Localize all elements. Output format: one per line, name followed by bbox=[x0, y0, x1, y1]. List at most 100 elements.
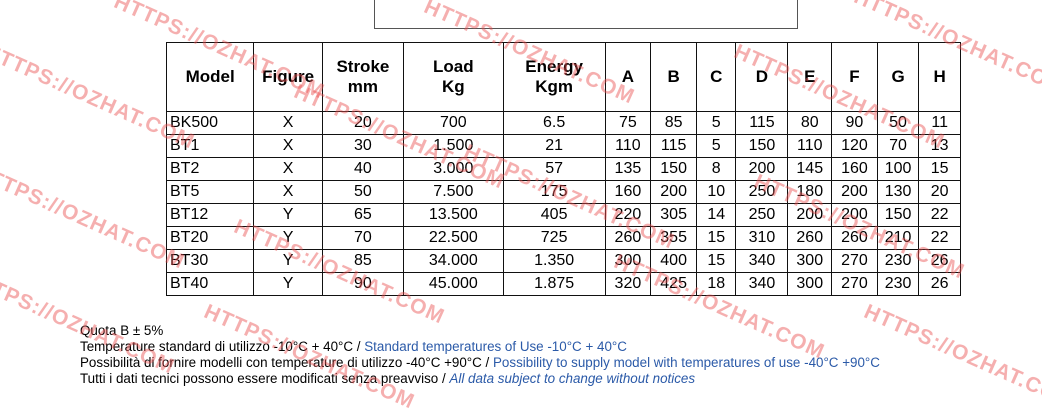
table-cell: 57 bbox=[502, 157, 606, 181]
table-cell: 145 bbox=[787, 157, 833, 181]
cell-model: BT1 bbox=[165, 134, 255, 158]
table-cell: 115 bbox=[735, 111, 789, 135]
table-cell: Y bbox=[253, 249, 323, 273]
table-cell: 100 bbox=[876, 157, 920, 181]
table-cell: 260 bbox=[604, 226, 652, 250]
table-header-row: Model Figure Stroke mm Load Kg Energy Kg… bbox=[165, 42, 961, 112]
table-cell: 300 bbox=[787, 249, 833, 273]
col-header-model: Model bbox=[165, 42, 255, 112]
col-header-energy: Energy Kgm bbox=[502, 42, 606, 112]
notes: Quota B ± 5% Temperature standard di uti… bbox=[80, 323, 880, 387]
table-cell: 75 bbox=[604, 111, 652, 135]
cell-model: BK500 bbox=[165, 111, 255, 135]
table-cell: 355 bbox=[650, 226, 697, 250]
table-cell: 80 bbox=[787, 111, 833, 135]
table-cell: 1.875 bbox=[502, 272, 606, 296]
table-cell: 200 bbox=[831, 203, 878, 227]
table-cell: 250 bbox=[735, 180, 789, 204]
table-cell: 230 bbox=[876, 249, 920, 273]
col-header-c: C bbox=[695, 42, 737, 112]
cell-model: BT2 bbox=[165, 157, 255, 181]
table-cell: 22 bbox=[918, 226, 961, 250]
note-possibility: Possibilità di fornire modelli con tempe… bbox=[80, 355, 880, 371]
table-cell: 26 bbox=[918, 272, 961, 296]
table-cell: 305 bbox=[650, 203, 697, 227]
table-cell: Y bbox=[253, 226, 323, 250]
table-row: BT12 Y 65 13.500 405 220 305 14 250 200 200 150 22 bbox=[165, 203, 961, 227]
table-cell: 210 bbox=[876, 226, 920, 250]
table-cell: 405 bbox=[502, 203, 606, 227]
table-cell: 260 bbox=[787, 226, 833, 250]
table-cell: 1.500 bbox=[402, 134, 504, 158]
note-temperature-it: Temperature standard di utilizzo -10°C +… bbox=[80, 339, 365, 354]
table-cell: 45.000 bbox=[402, 272, 504, 296]
table-cell: 110 bbox=[604, 134, 652, 158]
cell-model: BT12 bbox=[165, 203, 255, 227]
cell-model: BT40 bbox=[165, 272, 255, 296]
table-cell: 50 bbox=[321, 180, 404, 204]
note-temperature: Temperature standard di utilizzo -10°C +… bbox=[80, 339, 880, 355]
note-data-it: Tutti i dati tecnici possono essere modi… bbox=[80, 371, 450, 386]
table-cell: 5 bbox=[695, 134, 737, 158]
table-cell: 6.5 bbox=[502, 111, 606, 135]
spec-table: Model Figure Stroke mm Load Kg Energy Kg… bbox=[165, 42, 961, 296]
col-header-d: D bbox=[735, 42, 789, 112]
table-cell: 200 bbox=[735, 157, 789, 181]
table-cell: 160 bbox=[831, 157, 878, 181]
table-cell: 20 bbox=[321, 111, 404, 135]
table-cell: 340 bbox=[735, 272, 789, 296]
table-cell: 11 bbox=[918, 111, 961, 135]
cell-model: BT5 bbox=[165, 180, 255, 204]
note-quota: Quota B ± 5% bbox=[80, 323, 164, 338]
col-header-e: E bbox=[787, 42, 833, 112]
table-cell: 310 bbox=[735, 226, 789, 250]
table-cell: 110 bbox=[787, 134, 833, 158]
table-cell: 220 bbox=[604, 203, 652, 227]
table-cell: 15 bbox=[695, 249, 737, 273]
table-cell: 400 bbox=[650, 249, 697, 273]
table-row: BT40 Y 90 45.000 1.875 320 425 18 340 300 270 230 26 bbox=[165, 272, 961, 296]
table-cell: 34.000 bbox=[402, 249, 504, 273]
col-header-stroke: Stroke mm bbox=[321, 42, 404, 112]
table-row: BT5 X 50 7.500 175 160 200 10 250 180 200 130 20 bbox=[165, 180, 961, 204]
table-cell: 90 bbox=[831, 111, 878, 135]
col-header-figure: Figure bbox=[253, 42, 323, 112]
table-cell: X bbox=[253, 180, 323, 204]
table-cell: 250 bbox=[735, 203, 789, 227]
table-cell: 115 bbox=[650, 134, 697, 158]
table-cell: 70 bbox=[321, 226, 404, 250]
table-cell: 150 bbox=[735, 134, 789, 158]
table-cell: 22 bbox=[918, 203, 961, 227]
watermark-text: HTTPS://OZHAT.COM bbox=[860, 300, 1042, 414]
table-cell: 26 bbox=[918, 249, 961, 273]
table-row: BT2 X 40 3.000 57 135 150 8 200 145 160 100 15 bbox=[165, 157, 961, 181]
cell-model: BT30 bbox=[165, 249, 255, 273]
col-header-g: G bbox=[876, 42, 920, 112]
table-cell: 180 bbox=[787, 180, 833, 204]
table-cell: 3.000 bbox=[402, 157, 504, 181]
table-cell: 300 bbox=[787, 272, 833, 296]
table-cell: 8 bbox=[695, 157, 737, 181]
table-cell: 200 bbox=[787, 203, 833, 227]
table-cell: 30 bbox=[321, 134, 404, 158]
table-cell: 22.500 bbox=[402, 226, 504, 250]
table-cell: 200 bbox=[831, 180, 878, 204]
col-header-a: A bbox=[604, 42, 652, 112]
table-cell: 270 bbox=[831, 272, 878, 296]
table-cell: 13.500 bbox=[402, 203, 504, 227]
col-header-b: B bbox=[650, 42, 697, 112]
table-row: BK500 X 20 700 6.5 75 85 5 115 80 90 50 11 bbox=[165, 111, 961, 135]
col-header-f: F bbox=[831, 42, 878, 112]
table-cell: 18 bbox=[695, 272, 737, 296]
note-temperature-en: Standard temperatures of Use -10°C + 40°… bbox=[364, 339, 627, 354]
note-possibility-it: Possibilità di fornire modelli con tempe… bbox=[80, 355, 493, 370]
table-cell: 85 bbox=[650, 111, 697, 135]
table-cell: 65 bbox=[321, 203, 404, 227]
table-cell: 160 bbox=[604, 180, 652, 204]
col-header-load: Load Kg bbox=[402, 42, 504, 112]
note-data: Tutti i dati tecnici possono essere modi… bbox=[80, 371, 880, 387]
table-cell: X bbox=[253, 157, 323, 181]
table-cell: 20 bbox=[918, 180, 961, 204]
table-cell: 130 bbox=[876, 180, 920, 204]
table-cell: 725 bbox=[502, 226, 606, 250]
